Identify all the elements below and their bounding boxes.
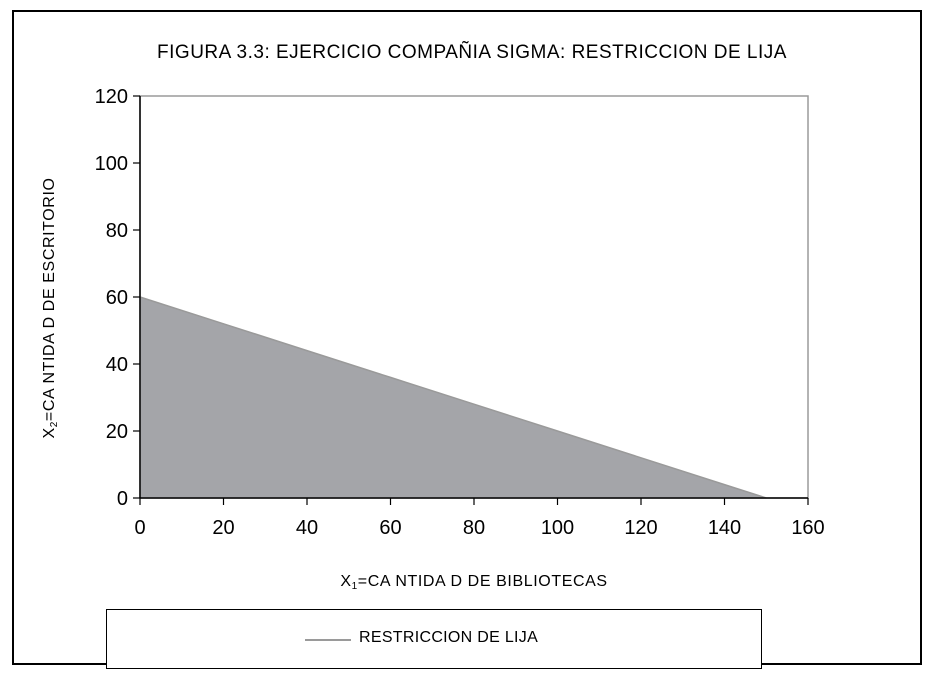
x-tick-label: 60 (379, 517, 401, 539)
series-line-0 (139, 296, 767, 499)
y-tick-label: 80 (106, 220, 128, 242)
x-axis-label-text: =CA NTIDA D DE BIBLIOTECAS (358, 573, 608, 590)
x-tick-label: 0 (134, 517, 145, 539)
x-tick-label: 100 (541, 517, 574, 539)
x-tick-label: 160 (791, 517, 824, 539)
y-axis-label-text: =CA NTIDA D DE ESCRITORIO (41, 177, 58, 421)
chart-svg: FIGURA 3.3: EJERCICIO COMPAÑIA SIGMA: RE… (41, 41, 825, 592)
chart-title: FIGURA 3.3: EJERCICIO COMPAÑIA SIGMA: RE… (157, 41, 787, 63)
x-tick-label: 20 (212, 517, 234, 539)
y-tick-label: 120 (95, 86, 128, 108)
y-axis-label: X2=CA NTIDA D DE ESCRITORIO (41, 177, 60, 438)
x-axis-label-sub: 1 (352, 581, 358, 592)
x-tick-label: 120 (624, 517, 657, 539)
y-tick-label: 100 (95, 153, 128, 175)
y-tick-label: 0 (117, 488, 128, 510)
legend-swatch-line (305, 639, 351, 641)
x-axis-label-var: X (340, 573, 351, 590)
y-tick-label: 20 (106, 421, 128, 443)
ticks-layer: 0 20 40 60 80 100 120 140 160 0 20 40 60 80 100 120 (95, 86, 825, 539)
x-axis-label: X1=CA NTIDA D DE BIBLIOTECAS (340, 573, 607, 592)
y-axis-label-sub: 2 (49, 421, 60, 427)
x-tick-label: 40 (296, 517, 318, 539)
series-layer (139, 296, 767, 499)
chart-frame: FIGURA 3.3: EJERCICIO COMPAÑIA SIGMA: RE… (12, 10, 922, 669)
legend: RESTRICCION DE LIJA (106, 609, 762, 669)
y-axis-label-var: X (41, 427, 58, 438)
y-tick-label: 40 (106, 354, 128, 376)
x-tick-label: 140 (708, 517, 741, 539)
legend-label: RESTRICCION DE LIJA (359, 629, 539, 646)
x-tick-label: 80 (463, 517, 485, 539)
y-tick-label: 60 (106, 287, 128, 309)
